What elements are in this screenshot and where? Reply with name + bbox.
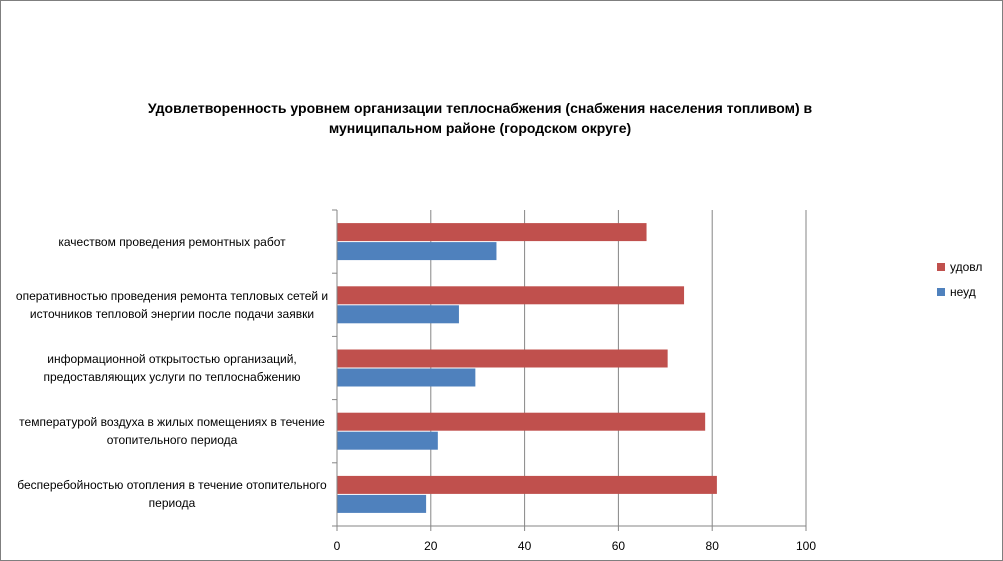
category-label: оперативностью проведения ремонта теплов…	[15, 288, 329, 321]
chart-title: Удовлетворенность уровнем организации те…	[147, 100, 813, 136]
x-tick-label: 0	[334, 539, 341, 553]
x-tick-label: 60	[612, 539, 626, 553]
bar-neud	[337, 305, 459, 324]
bar-neud	[337, 368, 476, 387]
legend-swatch-neud	[937, 288, 945, 296]
bar-neud	[337, 242, 497, 261]
bar-neud	[337, 494, 427, 513]
category-label: качеством проведения ремонтных работ	[58, 234, 286, 249]
category-label: температурой воздуха в жилых помещениях …	[19, 415, 325, 448]
bar-neud	[337, 431, 438, 450]
bar-udovl	[337, 286, 685, 305]
bar-udovl	[337, 475, 717, 494]
x-tick-label: 20	[424, 539, 438, 553]
category-label: информационной открытостью организаций, …	[43, 352, 301, 384]
bar-udovl	[337, 223, 647, 242]
category-label: бесперебойностью отопления в течение ото…	[17, 478, 327, 511]
x-tick-label: 100	[796, 539, 816, 553]
x-tick-label: 40	[518, 539, 532, 553]
legend-label-udovl: удовл	[950, 260, 983, 274]
legend-swatch-udovl	[937, 263, 945, 271]
x-tick-label: 80	[706, 539, 720, 553]
bar-udovl	[337, 349, 668, 368]
bar-udovl	[337, 412, 706, 431]
legend-label-neud: неуд	[950, 285, 976, 299]
